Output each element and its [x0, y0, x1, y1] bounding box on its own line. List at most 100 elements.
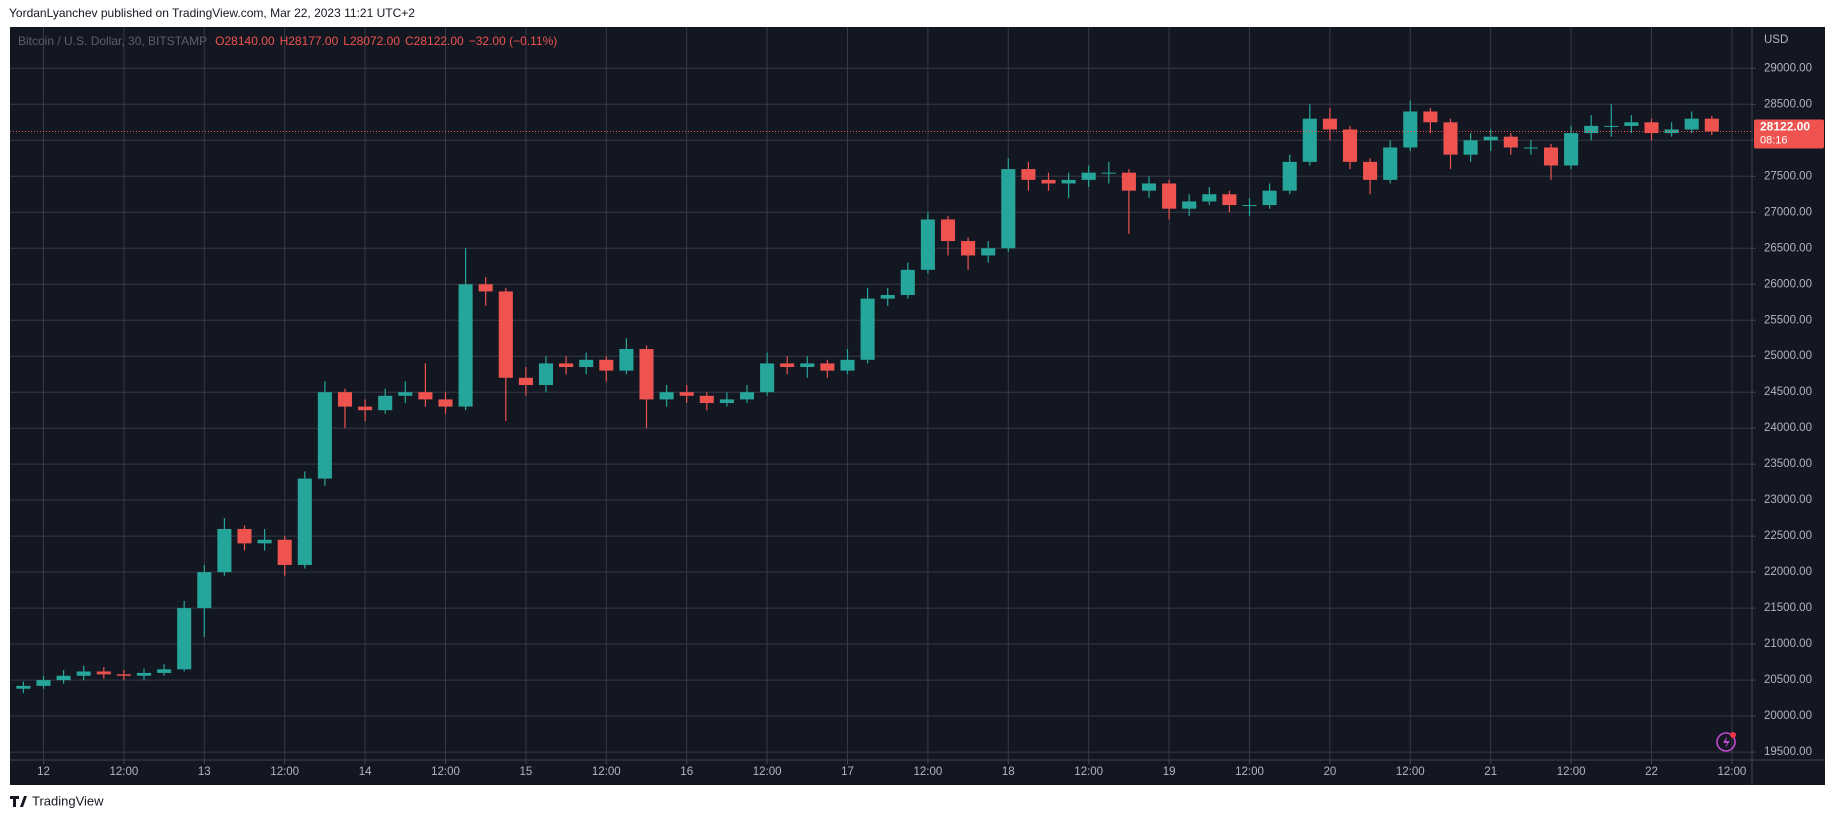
- x-tick-label: 12:00: [270, 766, 299, 778]
- x-tick-label: 12:00: [1557, 766, 1586, 778]
- candle-body: [940, 219, 956, 242]
- y-tick-label: 22000.00: [1764, 566, 1812, 578]
- candle-body: [337, 392, 353, 407]
- candles: [16, 100, 1719, 694]
- candle-body: [1081, 172, 1096, 180]
- x-tick-label: 17: [841, 766, 854, 778]
- ohlc-value: O28140.00: [215, 34, 275, 48]
- candle-body: [1543, 147, 1559, 166]
- alert-bolt[interactable]: [1723, 736, 1730, 748]
- candle-body: [559, 363, 574, 368]
- y-tick-label: 28500.00: [1764, 98, 1812, 110]
- y-tick-label: 20500.00: [1764, 674, 1812, 686]
- candle-body: [56, 675, 71, 681]
- candle-body: [136, 672, 152, 676]
- candle-body: [579, 359, 594, 368]
- candle-body: [438, 399, 453, 407]
- x-tick-label: 12: [37, 766, 50, 778]
- candle-body: [478, 284, 493, 292]
- y-axis-label: USD: [1764, 34, 1788, 46]
- footer-brand: TradingView: [32, 793, 104, 808]
- candle-body: [1242, 205, 1257, 207]
- y-tick-label: 27500.00: [1764, 170, 1812, 182]
- chart-background: [10, 27, 1825, 785]
- candle-body: [197, 572, 212, 609]
- candle-body: [840, 359, 855, 371]
- candle-body: [1121, 172, 1136, 191]
- footer-logo: [10, 796, 27, 807]
- price-badge-label: 28122.00: [1760, 120, 1810, 134]
- ohlc-value: H28177.00: [280, 34, 339, 48]
- candle-body: [1162, 183, 1177, 209]
- candle-body: [1021, 169, 1036, 180]
- candle-body: [1624, 122, 1639, 126]
- candle-body: [1302, 118, 1317, 162]
- x-tick-label: 12:00: [1235, 766, 1264, 778]
- candle-body: [1564, 133, 1579, 166]
- candle-body: [760, 363, 775, 393]
- y-tick-label: 25000.00: [1764, 350, 1812, 362]
- x-tick-label: 18: [1002, 766, 1015, 778]
- candle-body: [297, 478, 312, 565]
- candle-body: [1503, 136, 1518, 148]
- ohlc-value: C28122.00: [405, 34, 464, 48]
- candle-body: [518, 377, 533, 386]
- candle-body: [1443, 122, 1458, 155]
- y-tick-label: 26500.00: [1764, 242, 1812, 254]
- y-tick-label: 22500.00: [1764, 530, 1812, 542]
- candle-body: [76, 671, 91, 676]
- alert-icon[interactable]: [1716, 732, 1736, 752]
- candle-body: [619, 349, 634, 371]
- candle-body: [378, 395, 393, 411]
- candle-body: [1322, 118, 1337, 130]
- candle-body: [1483, 136, 1498, 141]
- y-tick-label: 24500.00: [1764, 386, 1812, 398]
- x-tick-label: 16: [680, 766, 693, 778]
- candle-body: [599, 359, 614, 371]
- price-countdown: 08:16: [1760, 134, 1788, 146]
- candle-body: [398, 392, 413, 396]
- y-tick-label: 21000.00: [1764, 638, 1812, 650]
- alert-dot[interactable]: [1730, 732, 1736, 738]
- grid: [10, 27, 1752, 760]
- candle-body: [739, 392, 755, 400]
- candle-body: [116, 674, 131, 676]
- alert-ring[interactable]: [1716, 732, 1736, 752]
- candle-body: [237, 528, 252, 544]
- candle-body: [458, 284, 473, 407]
- x-tick-label: 12:00: [431, 766, 460, 778]
- price-badge: [1754, 119, 1824, 149]
- candle-body: [1664, 129, 1679, 134]
- candle-body: [498, 291, 513, 378]
- candle-body: [1222, 194, 1237, 206]
- candle-body: [1704, 118, 1719, 132]
- y-tick-label: 26000.00: [1764, 278, 1812, 290]
- candle-body: [1604, 125, 1619, 127]
- x-tick-label: 12:00: [914, 766, 943, 778]
- x-tick-label: 12:00: [1074, 766, 1103, 778]
- publish-note: YordanLyanchev published on TradingView.…: [9, 6, 415, 20]
- x-tick-label: 12:00: [1718, 766, 1747, 778]
- candle-body: [719, 399, 734, 403]
- candle-body: [277, 539, 292, 565]
- y-tick-label: 23000.00: [1764, 494, 1812, 506]
- candle-body: [1101, 172, 1116, 174]
- candle-body: [358, 406, 373, 411]
- candle-body: [1644, 122, 1659, 134]
- candle-body: [1061, 179, 1076, 184]
- candle-body: [880, 295, 895, 299]
- candle-body: [1383, 147, 1398, 180]
- candle-body: [860, 298, 875, 360]
- symbol-label: Bitcoin / U.S. Dollar, 30, BITSTAMP: [18, 34, 207, 48]
- candle-body: [1363, 161, 1378, 180]
- candle-body: [257, 539, 272, 544]
- y-tick-label: 19500.00: [1764, 746, 1812, 758]
- y-tick-label: 23500.00: [1764, 458, 1812, 470]
- candle-body: [1584, 125, 1599, 134]
- candle-body: [1282, 161, 1297, 191]
- candle-body: [1001, 169, 1016, 249]
- candle-body: [1182, 201, 1197, 209]
- candle-body: [1523, 147, 1538, 149]
- candle-body: [36, 680, 51, 686]
